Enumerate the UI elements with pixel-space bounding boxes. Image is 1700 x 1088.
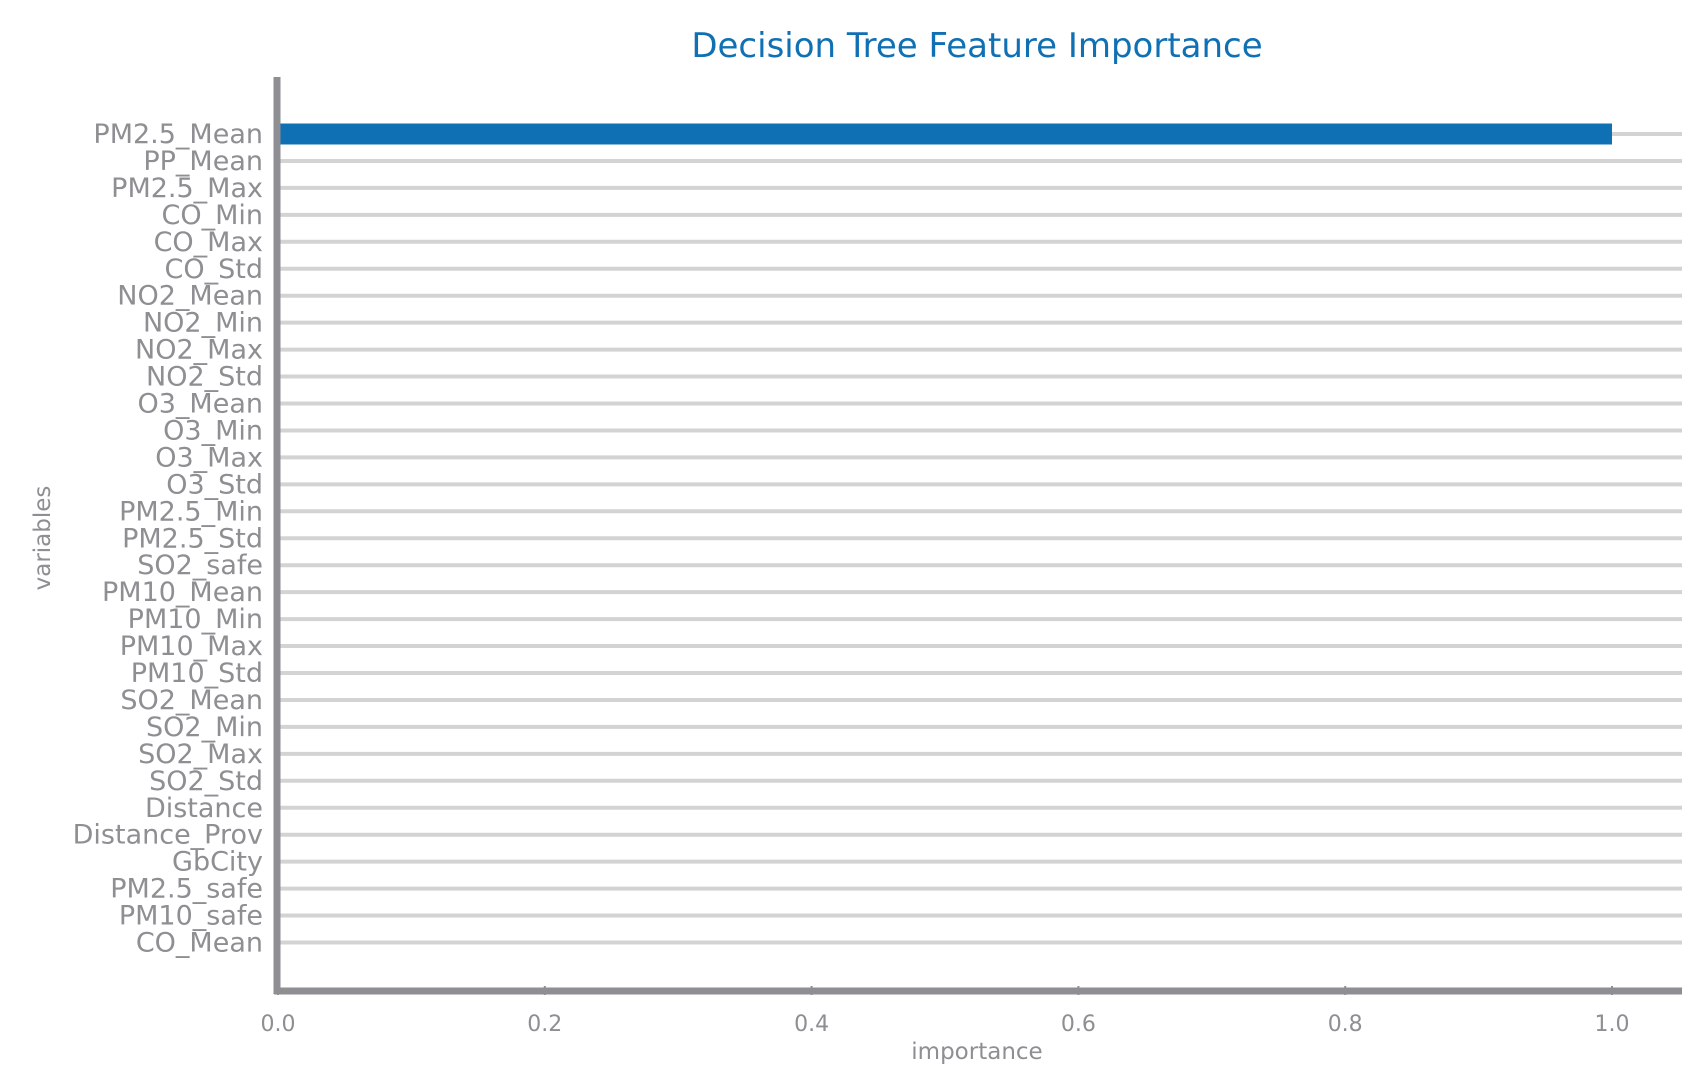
y-tick-label: SO2_Std [149, 766, 263, 797]
y-tick-label: PM10_Max [120, 631, 263, 662]
grid-lines [278, 132, 1682, 945]
y-tick-label: O3_Std [166, 469, 263, 500]
x-tick-label: 0.0 [261, 1012, 296, 1037]
y-tick-label: PM10_safe [119, 901, 263, 932]
y-tick-label: PM2.5_Mean [93, 119, 263, 150]
y-tick-label: PM10_Min [128, 604, 263, 635]
x-tick-label: 0.2 [527, 1012, 562, 1037]
y-tick-label: NO2_Max [135, 335, 263, 366]
y-tick-label: O3_Min [163, 415, 263, 446]
y-tick-labels: PM2.5_MeanPP_MeanPM2.5_MaxCO_MinCO_MaxCO… [73, 119, 263, 959]
y-tick-label: NO2_Mean [117, 281, 263, 312]
y-tick-label: SO2_Max [138, 739, 263, 770]
y-tick-label: CO_Std [165, 254, 263, 285]
y-tick-label: PM10_Std [131, 658, 263, 689]
x-axis-title: importance [911, 1039, 1042, 1065]
x-tick-label: 0.6 [1061, 1012, 1096, 1037]
y-tick-label: NO2_Min [143, 308, 263, 339]
y-axis-title: variables [30, 486, 56, 591]
x-tick-label: 0.8 [1328, 1012, 1363, 1037]
y-tick-label: O3_Max [155, 442, 263, 473]
y-tick-label: SO2_safe [137, 550, 263, 581]
x-tick-label: 0.4 [794, 1012, 829, 1037]
y-tick-label: O3_Mean [138, 389, 264, 420]
y-tick-label: PP_Mean [143, 146, 263, 177]
y-tick-label: SO2_Min [146, 712, 263, 743]
y-tick-label: NO2_Std [146, 362, 263, 393]
y-tick-label: CO_Min [161, 200, 263, 231]
y-tick-label: Distance [145, 793, 263, 824]
bar [278, 123, 1612, 145]
chart-title: Decision Tree Feature Importance [691, 26, 1262, 66]
y-tick-label: CO_Max [154, 227, 263, 258]
y-tick-label: PM2.5_Min [119, 496, 263, 527]
y-tick-label: CO_Mean [136, 928, 263, 959]
x-tick-label: 1.0 [1595, 1012, 1630, 1037]
y-tick-label: PM10_Mean [102, 577, 263, 608]
y-tick-label: PM2.5_safe [110, 874, 263, 905]
bars [278, 123, 1612, 145]
y-tick-label: PM2.5_Std [122, 523, 263, 554]
y-tick-label: Distance_Prov [73, 820, 263, 851]
y-tick-label: GbCity [172, 847, 263, 878]
y-tick-label: PM2.5_Max [111, 173, 263, 204]
y-tick-label: SO2_Mean [120, 685, 263, 716]
